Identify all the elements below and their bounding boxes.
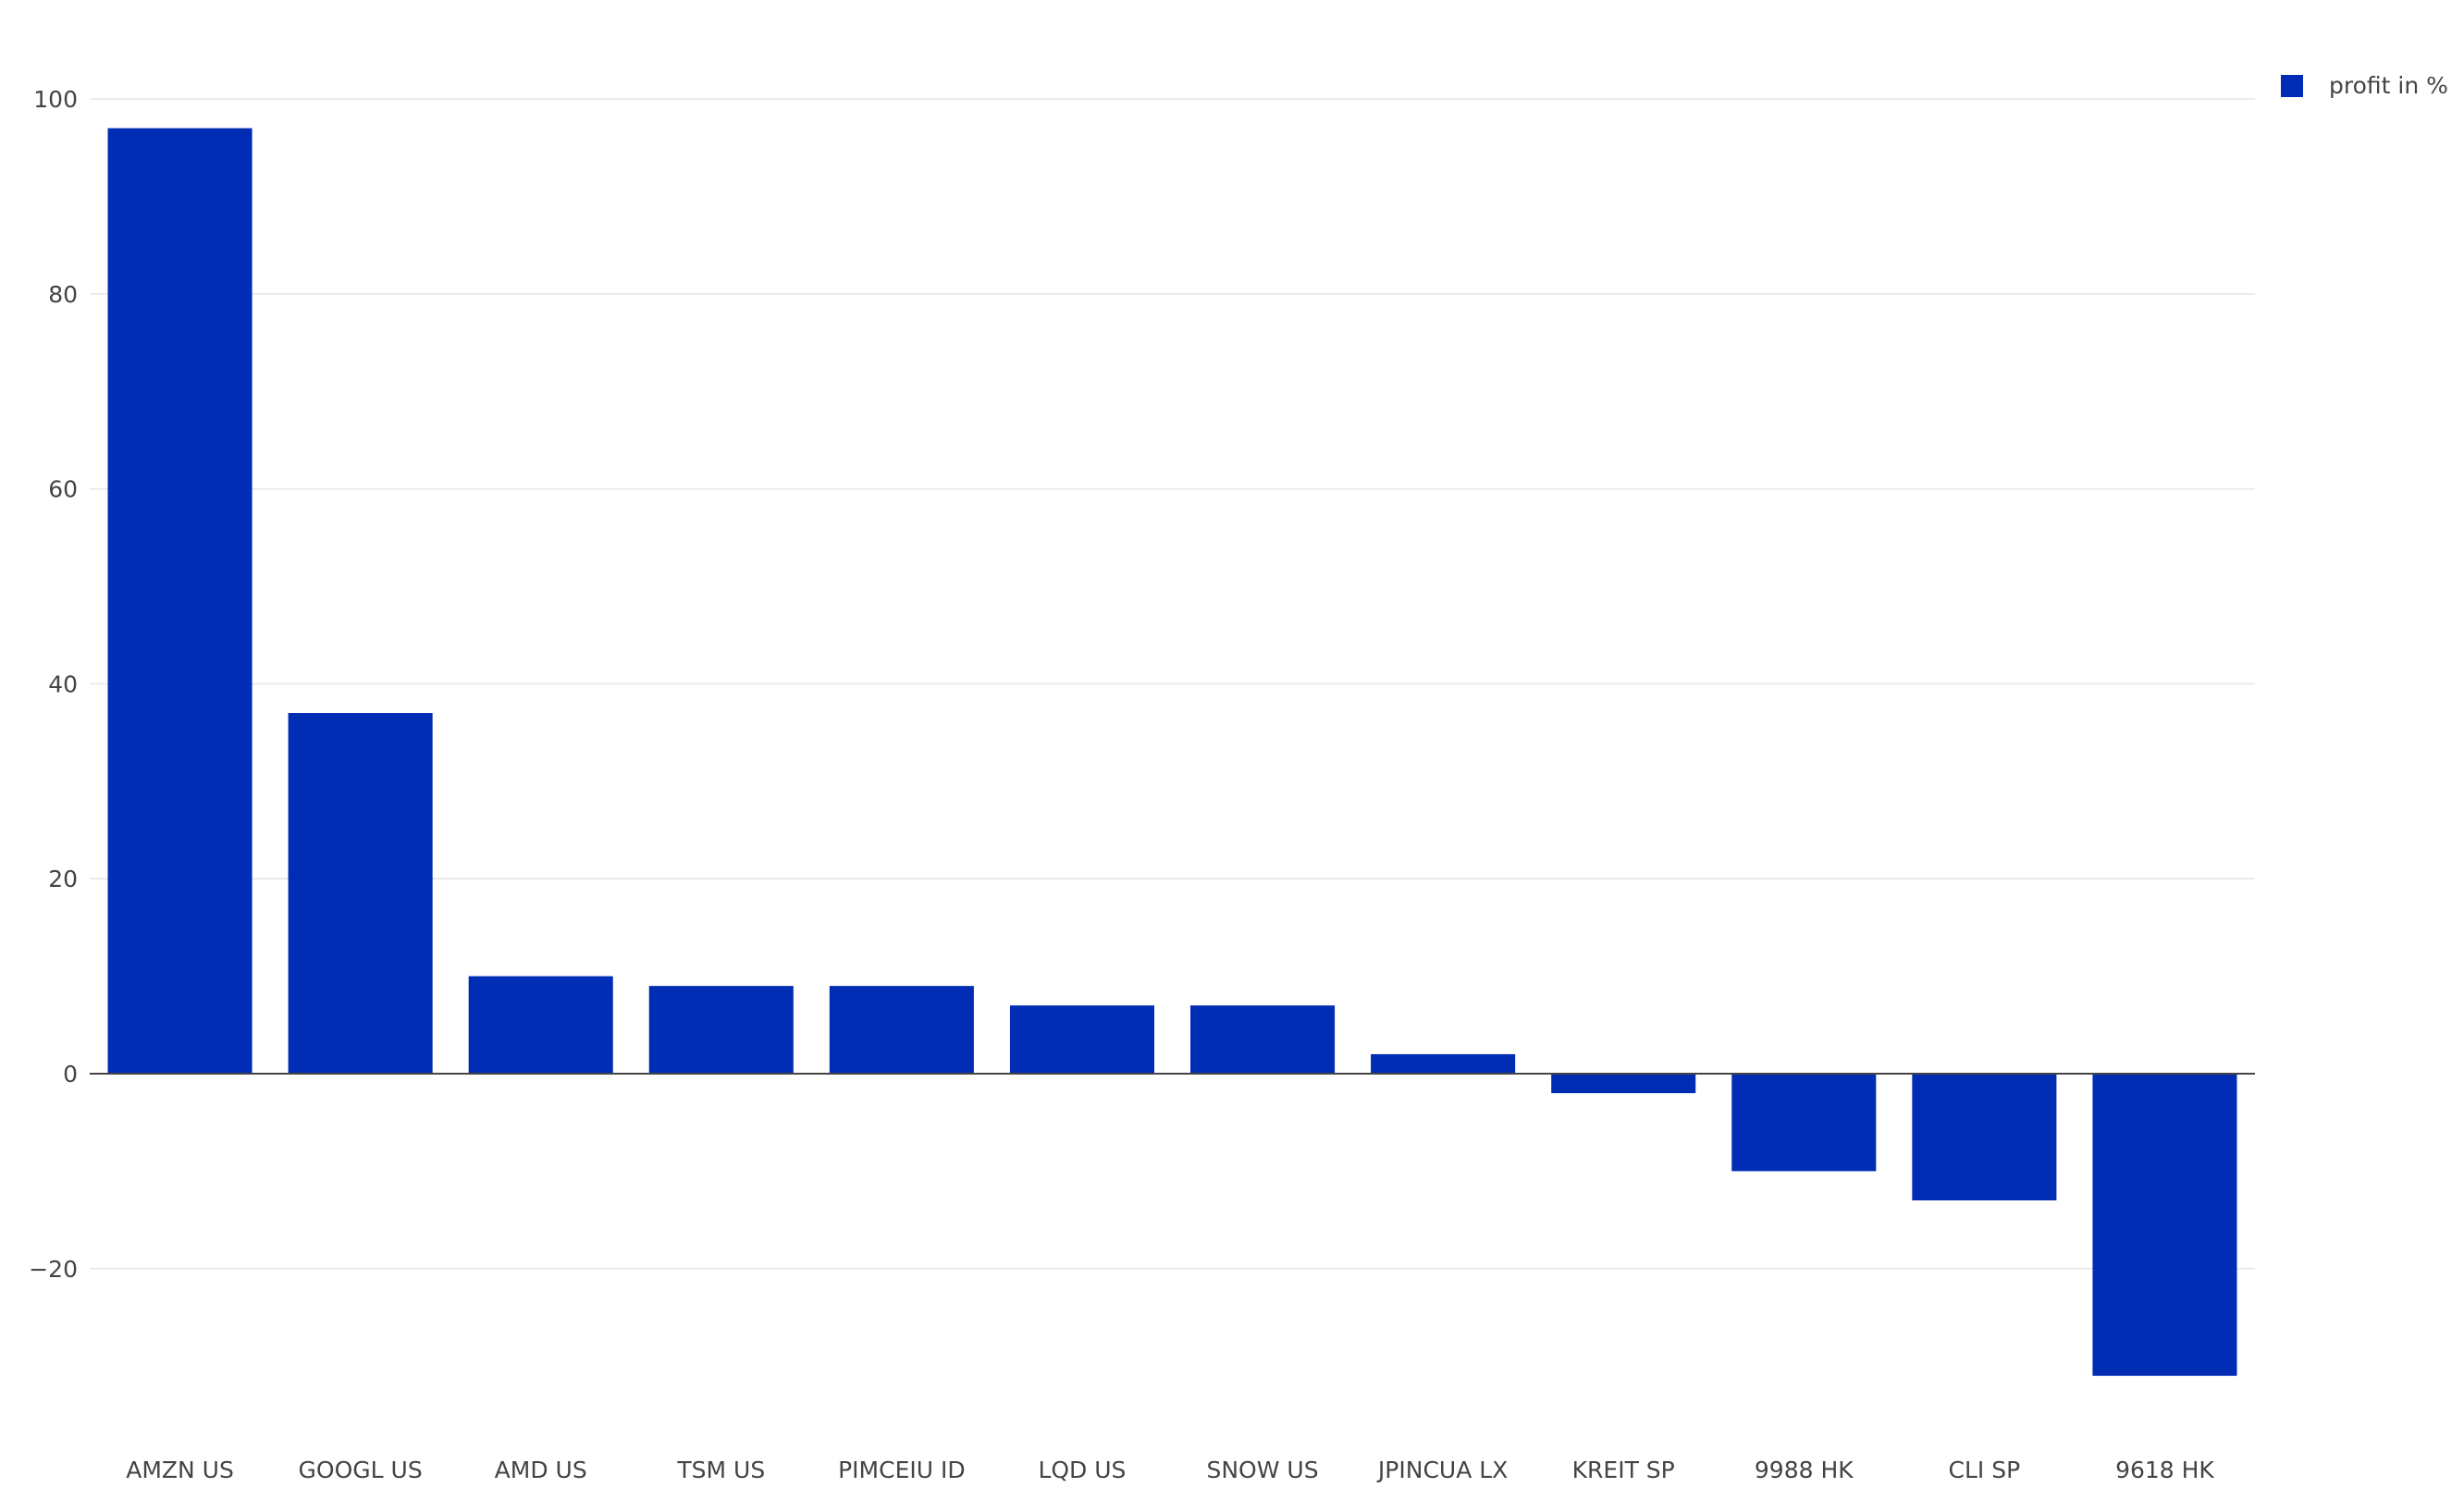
x-tick-label: PIMCEIU ID [838, 1457, 966, 1483]
x-tick-label: LQD US [1038, 1457, 1126, 1483]
x-tick-label: AMD US [495, 1457, 587, 1483]
x-tick-label: JPINCUA LX [1376, 1457, 1508, 1483]
y-tick-label: 60 [48, 476, 78, 503]
bar-9618-hk[interactable] [2092, 1074, 2237, 1376]
bar-jpincua-lx[interactable] [1371, 1053, 1516, 1074]
bar-amzn-us[interactable] [107, 128, 253, 1074]
x-tick-label: GOOGL US [299, 1457, 423, 1483]
bar-amd-us[interactable] [468, 976, 613, 1074]
x-tick-label: CLI SP [1949, 1457, 2021, 1483]
bar-tsm-us[interactable] [648, 986, 794, 1074]
y-tick-label: −20 [29, 1256, 78, 1283]
y-tick-label: 100 [33, 86, 78, 113]
x-tick-label: 9618 HK [2115, 1457, 2214, 1483]
bar-lqd-us[interactable] [1009, 1005, 1154, 1074]
y-tick-label: 20 [48, 866, 78, 892]
legend: profit in % [2281, 72, 2448, 99]
axes: −20 0 20 40 60 80 100 AMZN US GOOGL US AMD US TSM … [29, 86, 2255, 1483]
bar-pimceiu-id[interactable] [829, 986, 974, 1074]
x-tick-label: TSM US [676, 1457, 765, 1483]
x-tick-label: KREIT SP [1572, 1457, 1675, 1483]
gridlines [90, 98, 2255, 1270]
x-tick-label: AMZN US [126, 1457, 234, 1483]
x-tick-label: 9988 HK [1755, 1457, 1854, 1483]
y-tick-label: 80 [48, 281, 78, 308]
legend-swatch-profit [2281, 74, 2303, 97]
bar-googl-us[interactable] [288, 713, 433, 1074]
y-tick-label: 40 [48, 670, 78, 697]
y-tick-label: 0 [63, 1061, 78, 1088]
legend-label-profit: profit in % [2329, 72, 2448, 99]
bar-kreit-sp[interactable] [1551, 1074, 1696, 1094]
bar-cli-sp[interactable] [1912, 1074, 2057, 1201]
x-tick-label: SNOW US [1206, 1457, 1318, 1483]
bars [107, 128, 2237, 1376]
bar-snow-us[interactable] [1190, 1005, 1336, 1074]
bar-9988-hk[interactable] [1731, 1074, 1877, 1172]
